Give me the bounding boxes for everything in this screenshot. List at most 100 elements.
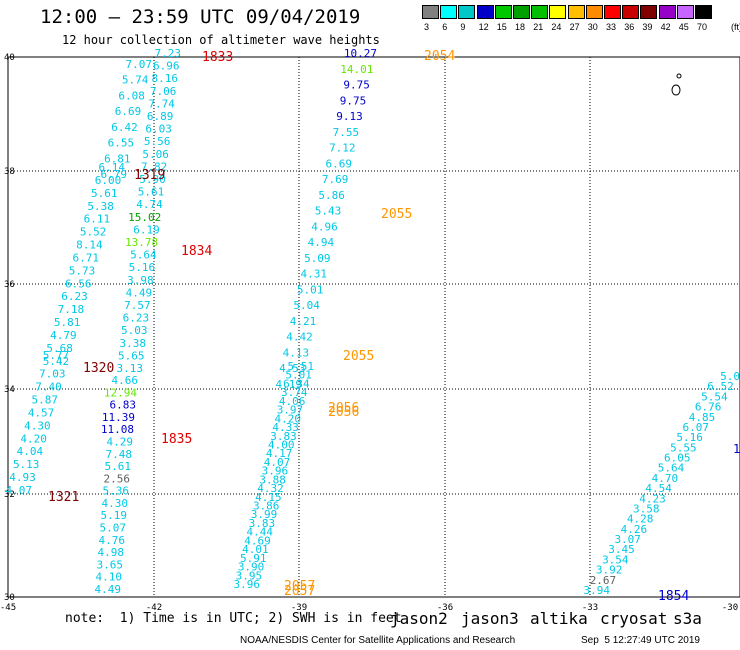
wave-height-value: 15.02 — [128, 211, 161, 224]
wave-height-value: 4.26 — [621, 523, 648, 536]
wave-height-value: 5.54 — [701, 390, 728, 403]
wave-height-value: 3.90 — [238, 561, 265, 574]
scale-swatch — [422, 5, 439, 19]
wave-height-value: 3.74 — [281, 386, 308, 399]
wave-height-value: 4.69 — [244, 534, 271, 547]
wave-height-value: 6.83 — [110, 399, 137, 412]
wave-height-value: 3.83 — [249, 517, 276, 530]
wave-height-value: 6.89 — [147, 110, 174, 123]
scale-swatch — [622, 5, 640, 19]
wave-height-value: 4.30 — [24, 419, 51, 432]
wave-height-value: 4.20 — [20, 432, 47, 445]
wave-height-value: 6.07 — [683, 421, 710, 434]
wave-height-value: 4.79 — [50, 329, 77, 342]
wave-height-value: 7.12 — [329, 142, 356, 155]
wave-height-value: 3.94 — [584, 584, 611, 597]
wave-height-value: 4.15 — [255, 491, 282, 504]
wave-height-value: 7.07 — [126, 58, 153, 71]
longitude-tick-label: -45 — [0, 603, 16, 613]
wave-height-value: 5.90 — [139, 173, 166, 186]
wave-height-value: 3.96 — [262, 465, 289, 478]
longitude-tick-label: -30 — [722, 603, 738, 613]
pass-time-label: 2057 — [284, 584, 315, 599]
wave-height-value: 3.38 — [120, 337, 147, 350]
scale-swatch — [676, 5, 694, 19]
scale-label: 39 — [642, 22, 653, 32]
scale-label: 21 — [533, 22, 544, 32]
wave-height-value: 7.23 — [155, 47, 182, 60]
wave-height-value: 3.98 — [127, 274, 154, 287]
wave-height-value: 6.81 — [104, 152, 131, 165]
site-marker — [671, 73, 682, 96]
wave-height-value: 2.56 — [104, 472, 131, 485]
wave-height-value: 5.51 — [288, 360, 315, 373]
wave-height-value: 5.86 — [318, 189, 345, 202]
wave-height-value: 5.42 — [43, 355, 70, 368]
wave-height-value: 4.04 — [17, 445, 44, 458]
wave-height-value: 8.14 — [76, 239, 103, 252]
wave-height-value: 4.44 — [246, 526, 273, 539]
scale-swatch — [604, 5, 621, 19]
pass-time-label: 2056 — [328, 405, 359, 420]
scale-swatch — [695, 5, 712, 19]
pass-time-label: 1834 — [181, 244, 212, 259]
scale-label: 24 — [551, 22, 562, 32]
wave-height-value: 8.16 — [151, 72, 178, 85]
wave-height-value: 4.53 — [279, 362, 306, 375]
latitude-tick-label: 32 — [4, 490, 15, 500]
pass-time-label: 1833 — [202, 50, 233, 65]
wave-height-value: 7.69 — [322, 173, 349, 186]
credit-line: NOAA/NESDIS Center for Satellite Applica… — [240, 635, 516, 646]
wave-height-value: 4.96 — [311, 220, 338, 233]
wave-height-value: 6.23 — [61, 290, 88, 303]
scale-label: 18 — [515, 22, 526, 32]
wave-height-value: 6.23 — [123, 312, 150, 325]
wave-height-value: 3.88 — [259, 473, 286, 486]
wave-height-value: 4.98 — [98, 546, 125, 559]
scale-label: 30 — [587, 22, 598, 32]
wave-height-value: 4.13 — [283, 346, 310, 359]
plot-frame — [7, 56, 740, 598]
wave-height-value: 4.30 — [102, 497, 129, 510]
wave-height-value: 5.38 — [87, 200, 114, 213]
wave-height-value: 4.74 — [136, 198, 163, 211]
wave-height-value: 6.69 — [326, 157, 353, 170]
wave-height-value: 3.13 — [117, 362, 144, 375]
wave-height-value: 5.01 — [297, 283, 324, 296]
wave-height-value: 6.00 — [95, 174, 122, 187]
latitude-tick-label: 40 — [4, 53, 15, 63]
wave-height-value: 7.48 — [106, 448, 133, 461]
wave-height-value: 6.96 — [153, 60, 180, 73]
latitude-tick-label: 38 — [4, 167, 15, 177]
wave-height-value: 7.06 — [150, 85, 177, 98]
footnote: note: 1) Time is in UTC; 2) SWH is in fe… — [65, 611, 402, 626]
grid-lines — [8, 57, 740, 597]
scale-label: 3 — [424, 22, 430, 32]
wave-height-value: 5.52 — [80, 226, 107, 239]
legend-cryosat: cryosat — [600, 609, 668, 628]
axis-tick-labels: -45 -42 -39 -36 -33 -30 40 38 36 34 32 30 — [0, 53, 738, 613]
latitude-tick-label: 36 — [4, 280, 15, 290]
wave-height-value: 3.96 — [234, 578, 261, 591]
wave-height-value: 5.0 — [720, 370, 740, 383]
scale-swatch — [440, 5, 458, 19]
wave-height-value: 4.07 — [6, 484, 33, 497]
wave-height-value: 3.83 — [270, 430, 297, 443]
pass-time-label: 1321 — [48, 490, 79, 505]
wave-height-value: 5.03 — [121, 324, 148, 337]
wave-height-value: 3.58 — [633, 502, 660, 515]
wave-height-value: 10.27 — [344, 47, 377, 60]
longitude-tick-label: -42 — [146, 603, 162, 613]
pass-time-label: 1320 — [83, 361, 114, 376]
wave-height-value: 5.36 — [103, 485, 130, 498]
wave-height-value: 7.57 — [124, 299, 151, 312]
wave-height-value: 4.29 — [107, 435, 134, 448]
wave-height-value: 4.10 — [96, 571, 123, 584]
scale-swatch — [494, 5, 512, 19]
chart-title: 12:00 — 23:59 UTC 09/04/2019 — [40, 6, 361, 28]
wave-height-value: 6.19 — [133, 223, 160, 236]
wave-height-value: 5.16 — [676, 431, 703, 444]
wave-height-value: 5.07 — [100, 522, 127, 535]
legend-s3a: s3a — [673, 609, 702, 628]
